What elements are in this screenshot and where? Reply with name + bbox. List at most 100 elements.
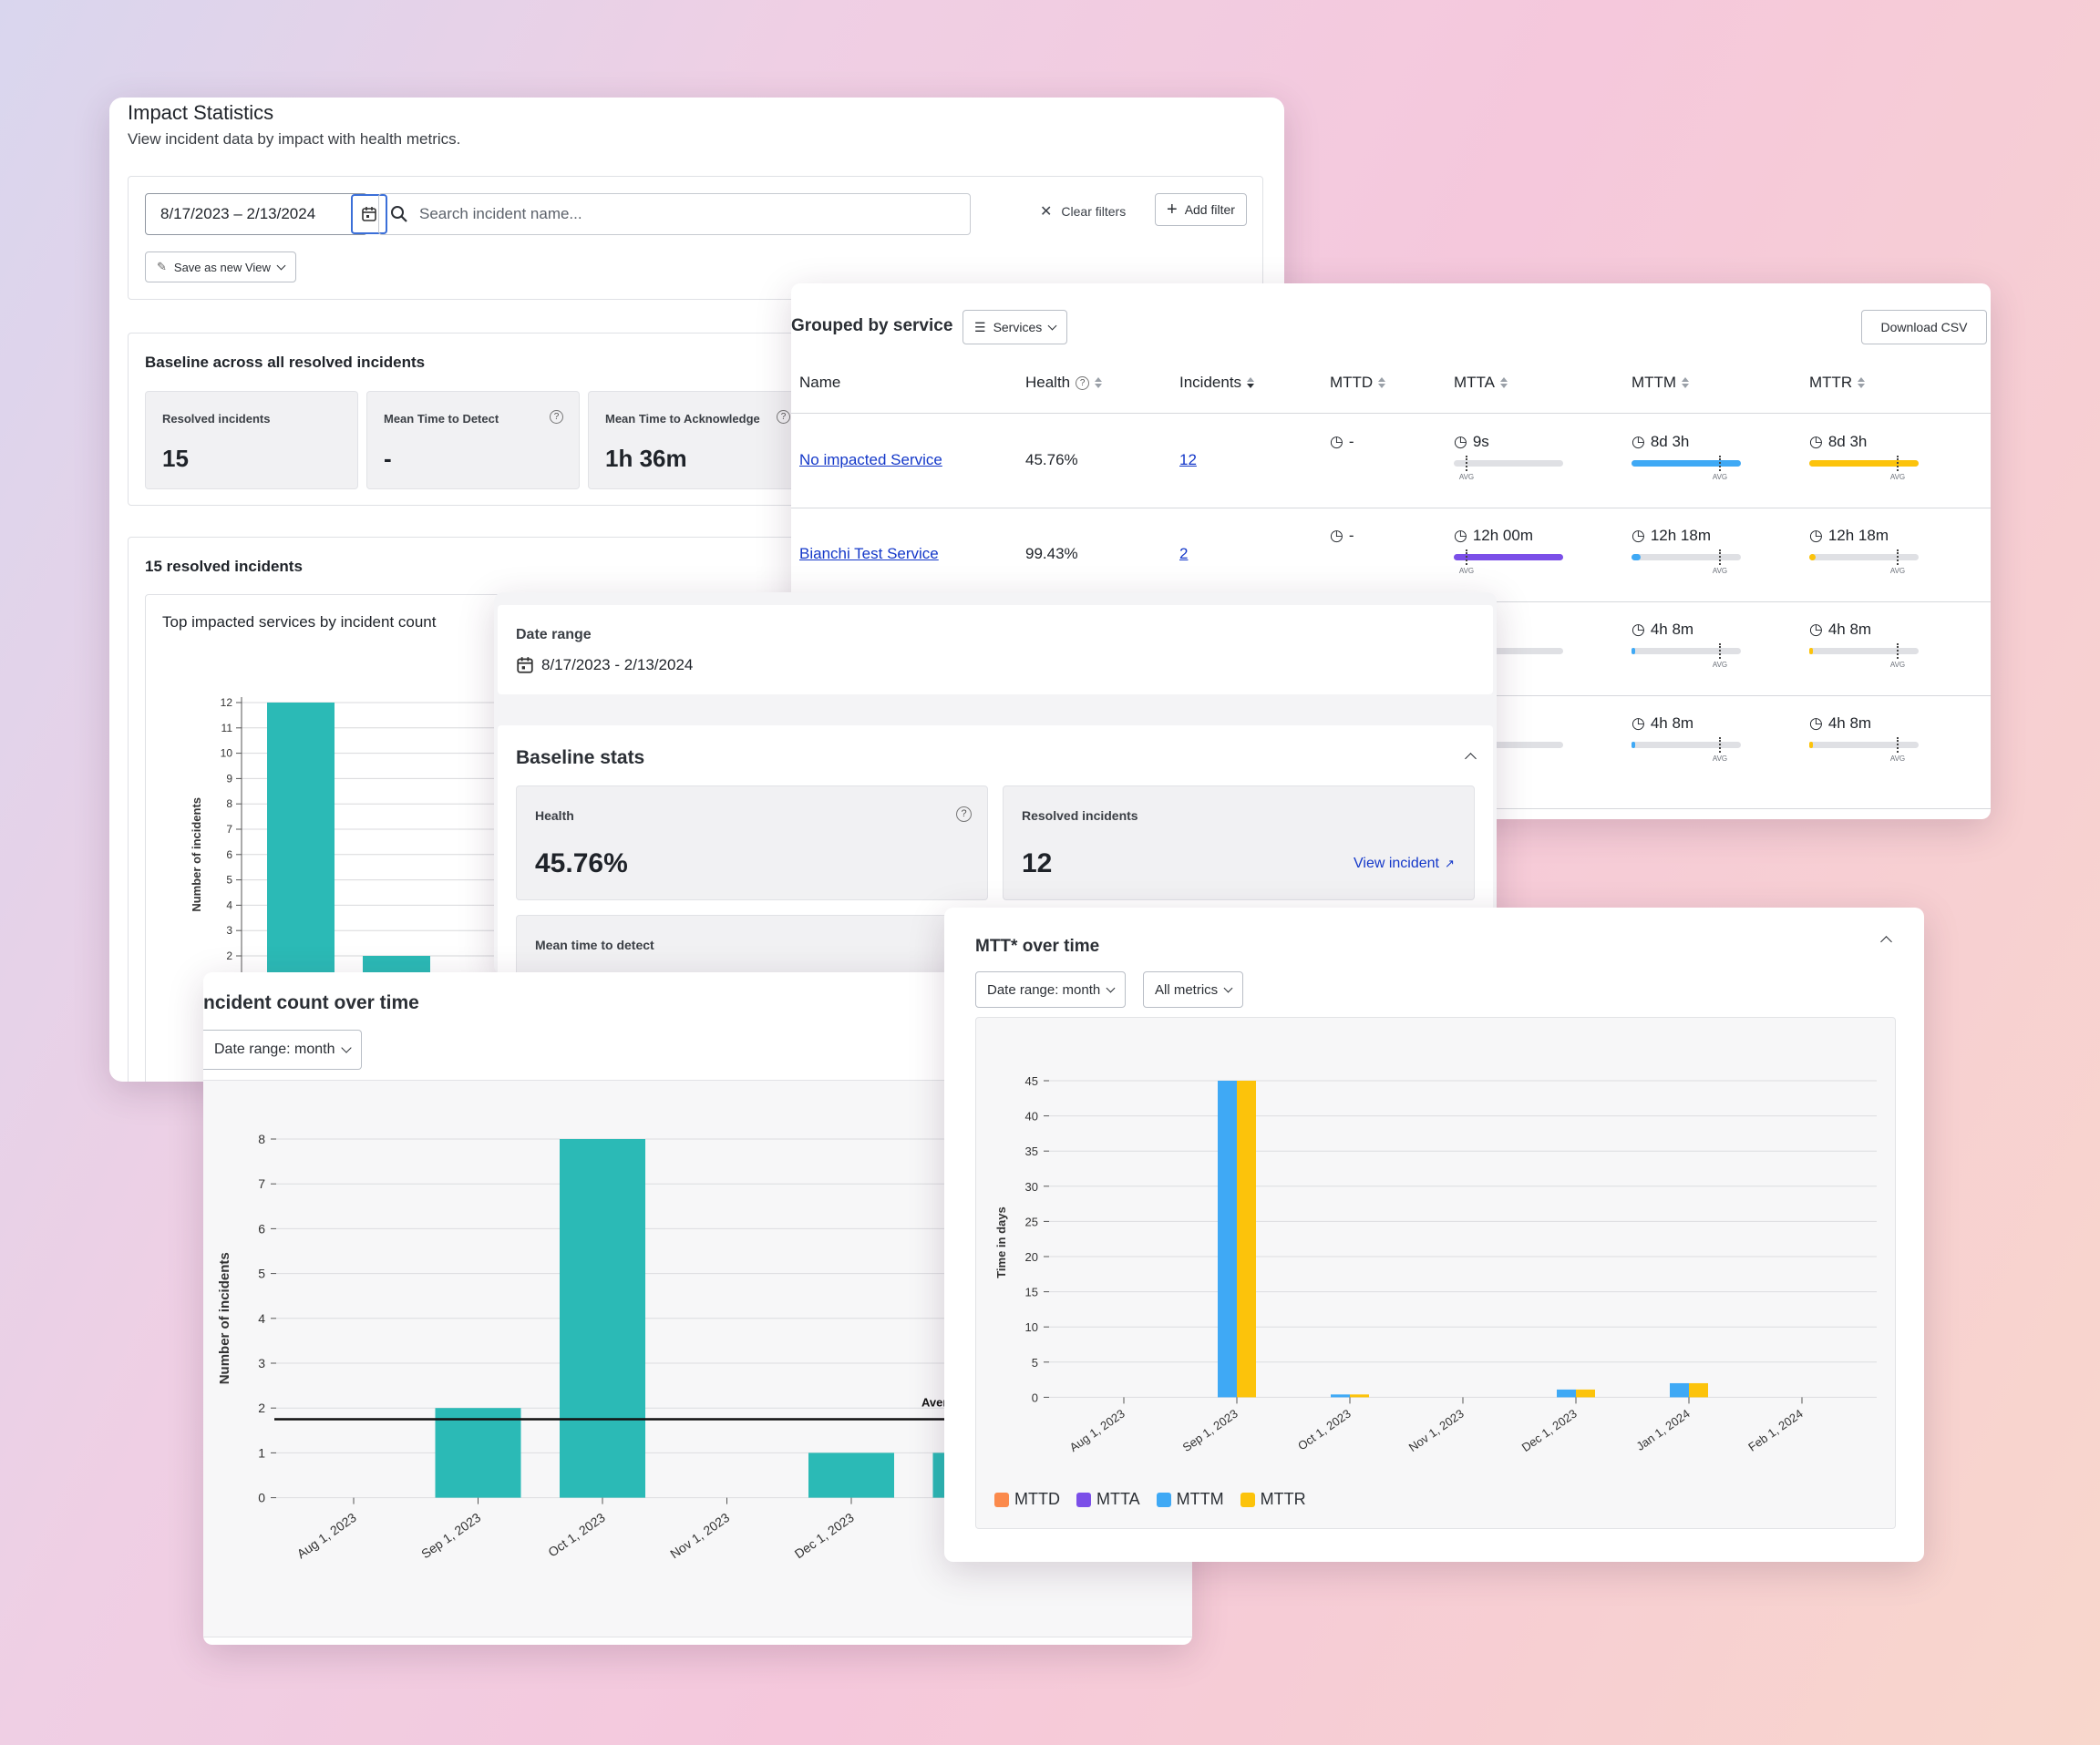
top-services-chart-title: Top impacted services by incident count [162, 613, 437, 631]
column-label: MTTD [1330, 374, 1374, 391]
avg-marker [1897, 456, 1899, 471]
y-tick-label: 30 [1025, 1180, 1038, 1194]
date-range-value: 8/17/2023 - 2/13/2024 [541, 656, 694, 673]
column-header-health[interactable]: Health? [1025, 374, 1103, 392]
chevron-down-icon [1047, 321, 1057, 330]
bar-mttm [1557, 1389, 1576, 1398]
y-tick-label: 10 [221, 747, 233, 760]
add-filter-button[interactable]: + Add filter [1155, 193, 1247, 226]
metric-bar: AVG [1454, 549, 1563, 575]
mttr-cell: ◷ 8d 3h AVG [1809, 433, 1919, 481]
legend-item-mttd[interactable]: MTTD [994, 1490, 1060, 1509]
resolved-incidents-stat: Resolved incidents 12 View incident ↗ [1003, 785, 1475, 900]
avg-label: AVG [1889, 754, 1906, 763]
legend-item-mttr[interactable]: MTTR [1240, 1490, 1306, 1509]
metric-bar-fill [1809, 460, 1919, 467]
y-tick-label: 5 [226, 874, 232, 887]
search-input[interactable]: Search incident name... [378, 193, 971, 235]
y-tick-label: 7 [226, 823, 232, 836]
plus-icon: + [1167, 200, 1178, 220]
service-link[interactable]: Bianchi Test Service [799, 545, 939, 562]
legend-item-mttm[interactable]: MTTM [1156, 1490, 1224, 1509]
metric-value: - [1348, 433, 1354, 450]
sort-icon [1858, 376, 1866, 389]
clock-icon: ◷ [1330, 527, 1343, 544]
avg-label: AVG [1712, 661, 1728, 669]
x-tick-label: Sep 1, 2023 [418, 1510, 483, 1562]
avg-marker [1719, 737, 1721, 753]
all-metrics-dropdown[interactable]: All metrics [1143, 971, 1244, 1008]
mttm-cell: ◷ 4h 8m AVG [1632, 621, 1741, 669]
help-icon[interactable]: ? [777, 410, 790, 424]
mttd-label: Mean time to detect [535, 938, 654, 952]
legend-label: MTTA [1096, 1490, 1140, 1508]
y-tick-label: 10 [1025, 1320, 1038, 1334]
page-subtitle: View incident data by impact with health… [128, 130, 461, 148]
avg-marker [1719, 643, 1721, 659]
x-tick-label: Aug 1, 2023 [294, 1510, 359, 1562]
calendar-button[interactable] [351, 194, 387, 234]
x-tick-label: Oct 1, 2023 [1295, 1407, 1354, 1453]
date-range-label: Date range [516, 627, 592, 642]
save-view-label: Save as new View [173, 260, 271, 274]
bar [435, 1408, 521, 1498]
search-icon [391, 206, 407, 222]
collapse-icon[interactable] [1465, 753, 1477, 765]
view-incident-link[interactable]: View incident ↗ [1354, 856, 1455, 872]
calendar-icon [517, 657, 533, 673]
service-link[interactable]: No impacted Service [799, 451, 942, 468]
column-label: Health [1025, 374, 1071, 391]
bar-mttm [1331, 1394, 1350, 1398]
x-tick-label: Oct 1, 2023 [545, 1510, 608, 1560]
date-range-input[interactable]: 8/17/2023 – 2/13/2024 [145, 193, 367, 235]
x-tick-label: Nov 1, 2023 [667, 1510, 732, 1562]
legend-item-mtta[interactable]: MTTA [1076, 1490, 1140, 1509]
legend-swatch [1240, 1492, 1255, 1507]
collapse-icon[interactable] [1880, 936, 1892, 948]
y-tick-label: 12 [221, 696, 233, 709]
metric-bar: AVG [1632, 737, 1741, 763]
column-header-name[interactable]: Name [799, 374, 840, 392]
resolved-value: 12 [1022, 848, 1053, 878]
avg-marker [1719, 456, 1721, 471]
date-range-label: Date range: month [987, 981, 1101, 998]
column-header-mttr[interactable]: MTTR [1809, 374, 1866, 392]
y-tick-label: 8 [258, 1132, 265, 1146]
bar-mttr [1576, 1389, 1595, 1398]
y-tick-label: 0 [1032, 1391, 1038, 1404]
metric-bar-fill [1632, 460, 1741, 467]
y-tick-label: 15 [1025, 1286, 1038, 1299]
help-icon[interactable]: ? [550, 410, 563, 424]
chart-legend: MTTD MTTA MTTM MTTR [994, 1490, 1306, 1509]
clock-icon: ◷ [1454, 433, 1467, 450]
chevron-down-icon [340, 1042, 352, 1053]
metric-bar-fill [1632, 554, 1641, 560]
metric-value: 12h 18m [1650, 527, 1712, 544]
clock-icon: ◷ [1809, 621, 1823, 638]
column-header-incidents[interactable]: Incidents [1179, 374, 1255, 392]
save-view-button[interactable]: ✎ Save as new View [145, 251, 296, 282]
services-dropdown[interactable]: ☰ Services [962, 310, 1068, 344]
clear-filters-button[interactable]: ✕ Clear filters [1040, 202, 1126, 221]
y-tick-label: 2 [258, 1401, 265, 1415]
column-header-mttd[interactable]: MTTD [1330, 374, 1386, 392]
date-range-dropdown[interactable]: Date range: month [975, 971, 1127, 1008]
metric-bar: AVG [1632, 549, 1741, 575]
metric-bar: AVG [1809, 549, 1919, 575]
sort-icon [1500, 376, 1508, 389]
metric-bar: AVG [1632, 456, 1741, 481]
date-range-value: 8/17/2023 – 2/13/2024 [160, 205, 316, 222]
column-header-mttm[interactable]: MTTM [1632, 374, 1690, 392]
help-icon[interactable]: ? [956, 806, 972, 822]
column-header-mtta[interactable]: MTTA [1454, 374, 1508, 392]
chevron-down-icon [1223, 983, 1233, 992]
date-range-dropdown[interactable]: Date range: month [203, 1030, 362, 1070]
baseline-stats-title: Baseline stats [516, 747, 645, 768]
download-csv-button[interactable]: Download CSV [1861, 310, 1987, 344]
legend-label: MTTM [1176, 1490, 1224, 1508]
incidents-link[interactable]: 12 [1179, 451, 1197, 468]
incidents-link[interactable]: 2 [1179, 545, 1189, 562]
metric-bar [1454, 742, 1563, 748]
close-icon: ✕ [1040, 204, 1053, 220]
y-tick-label: 20 [1025, 1250, 1038, 1264]
